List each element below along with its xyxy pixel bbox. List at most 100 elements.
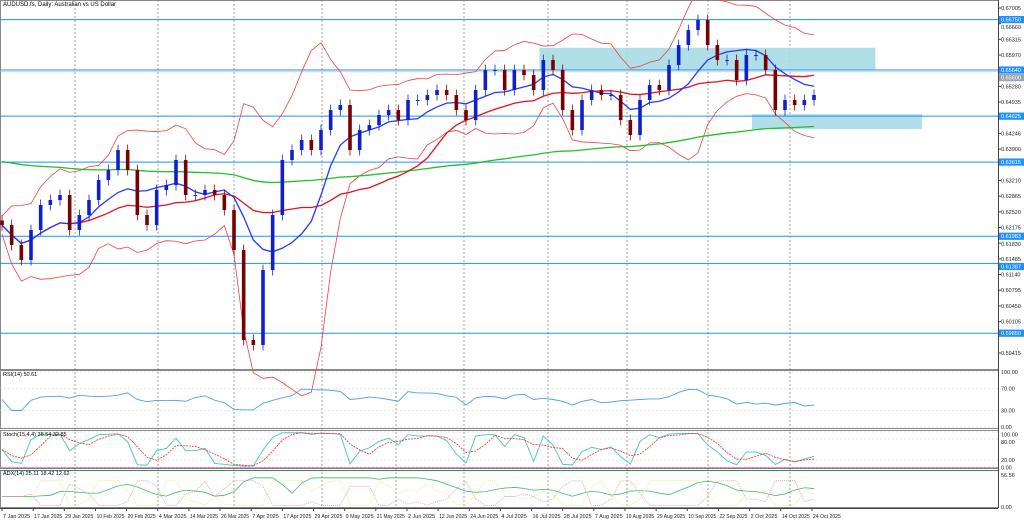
level-price-badge bbox=[999, 66, 1024, 74]
candle-body bbox=[241, 250, 246, 341]
price-tick-label: 0.65280 bbox=[1001, 84, 1021, 90]
candle-body bbox=[19, 245, 24, 261]
time-tick-label: 26 Mar 2025 bbox=[221, 514, 249, 520]
candle-body bbox=[609, 95, 613, 97]
candle-body bbox=[454, 95, 459, 111]
support-resistance-zone bbox=[752, 114, 922, 130]
adx-tick-label: 0.00 bbox=[1001, 505, 1012, 511]
price-tick-label: 0.61140 bbox=[1001, 273, 1020, 279]
candle-body bbox=[725, 60, 729, 62]
candle-body bbox=[522, 70, 526, 76]
candle-body bbox=[744, 55, 749, 81]
minus-di-line bbox=[2, 480, 815, 506]
time-tick-label: 7 Jan 2025 bbox=[3, 514, 30, 520]
candle-body bbox=[628, 120, 633, 136]
moving-average-slow bbox=[1, 125, 815, 184]
candle-body bbox=[599, 90, 604, 96]
price-tick-label: 0.62520 bbox=[1001, 210, 1021, 216]
candle-body bbox=[309, 140, 314, 151]
candle-body bbox=[812, 95, 816, 101]
adx-line bbox=[2, 477, 815, 497]
level-price-badge bbox=[999, 232, 1024, 240]
candle-body bbox=[425, 95, 430, 101]
rsi-label: RSI(14) 50.61 bbox=[3, 372, 38, 378]
candle-body bbox=[667, 65, 671, 91]
candle-body bbox=[512, 70, 517, 91]
level-price-label: 0.61387 bbox=[1001, 264, 1021, 270]
candle-body bbox=[647, 85, 652, 101]
price-tick-label: 0.63210 bbox=[1001, 178, 1021, 184]
rsi-tick-label: 30.00 bbox=[1001, 409, 1015, 415]
candle-body bbox=[183, 160, 188, 196]
candle-body bbox=[570, 110, 575, 131]
rsi-pane bbox=[0, 370, 999, 429]
candle-body bbox=[154, 190, 159, 226]
time-tick-label: 14 Mar 2025 bbox=[190, 514, 218, 520]
candle-body bbox=[270, 215, 275, 271]
candle-body bbox=[203, 190, 207, 196]
stoch-tick-label: 20.00 bbox=[1001, 458, 1015, 464]
candle-body bbox=[715, 45, 720, 61]
level-price-label: 0.63615 bbox=[1001, 160, 1021, 166]
price-tick-label: 0.60105 bbox=[1001, 320, 1021, 326]
level-price-label: 0.66750 bbox=[1001, 18, 1021, 24]
candle-body bbox=[164, 185, 169, 191]
candle-body bbox=[531, 75, 536, 91]
level-price-badge bbox=[999, 329, 1024, 337]
current-price-badge bbox=[999, 74, 1024, 82]
candle-body bbox=[96, 180, 101, 201]
candle-body bbox=[415, 100, 420, 102]
candle-body bbox=[319, 130, 323, 151]
time-tick-label: 14 Oct 2025 bbox=[782, 514, 810, 520]
candle-body bbox=[377, 115, 381, 126]
candle-body bbox=[705, 20, 710, 46]
rsi-tick-label: 70.00 bbox=[1001, 387, 1015, 393]
time-tick-label: 29 Aug 2025 bbox=[657, 514, 685, 520]
stoch-signal-line bbox=[1, 432, 815, 467]
candle-body bbox=[686, 30, 691, 46]
candle-body bbox=[280, 160, 285, 216]
level-price-label: 0.61983 bbox=[1001, 234, 1021, 240]
chart-title: AUDUSD.fs, Daily: Australian vs US Dolla… bbox=[3, 2, 117, 8]
candle-body bbox=[299, 140, 304, 151]
time-tick-label: 17 Apr 2025 bbox=[283, 514, 311, 520]
candle-body bbox=[502, 70, 507, 91]
time-tick-label: 7 Aug 2025 bbox=[595, 514, 623, 520]
price-tick-label: 0.62175 bbox=[1001, 226, 1021, 232]
time-tick-label: 9 May 2025 bbox=[346, 514, 374, 520]
time-tick-label: 19 Aug 2025 bbox=[626, 514, 654, 520]
adx-tick-label: 56.56 bbox=[1001, 473, 1015, 479]
candle-body bbox=[348, 105, 352, 151]
candle-body bbox=[77, 215, 82, 231]
candle-body bbox=[638, 100, 642, 136]
time-tick-label: 22 Sep 2025 bbox=[719, 514, 747, 520]
price-tick-label: 0.61830 bbox=[1001, 242, 1021, 248]
time-tick-label: 2 Jun 2025 bbox=[408, 514, 435, 520]
time-tick-label: 21 May 2025 bbox=[377, 514, 405, 520]
current-price-label: 0.65600 bbox=[1001, 76, 1021, 82]
candle-body bbox=[560, 70, 565, 111]
time-tick-label: 7 Apr 2025 bbox=[252, 514, 279, 520]
candle-body bbox=[261, 270, 265, 346]
bollinger-upper bbox=[1, 0, 815, 217]
candle-body bbox=[58, 195, 62, 201]
stoch-pane bbox=[0, 430, 999, 469]
time-tick-label: 10 Sep 2025 bbox=[688, 514, 716, 520]
stoch-tick-label: 100.00 bbox=[1001, 433, 1018, 439]
candle-body bbox=[87, 200, 91, 216]
time-tick-label: 4 Jul 2025 bbox=[501, 514, 526, 520]
candle-body bbox=[174, 160, 178, 186]
candle-body bbox=[251, 340, 256, 346]
candle-body bbox=[676, 45, 681, 66]
time-tick-label: 24 Jun 2025 bbox=[470, 514, 498, 520]
bollinger-lower bbox=[1, 93, 815, 397]
rsi-tick-label: 0.00 bbox=[1001, 425, 1012, 431]
candle-body bbox=[145, 215, 149, 226]
candle-body bbox=[290, 150, 294, 161]
candle-body bbox=[212, 190, 217, 196]
time-tick-label: 24 Oct 2025 bbox=[813, 514, 841, 520]
level-price-badge bbox=[999, 158, 1024, 166]
stoch-tick-label: 80.00 bbox=[1001, 440, 1015, 446]
candle-body bbox=[29, 230, 33, 261]
